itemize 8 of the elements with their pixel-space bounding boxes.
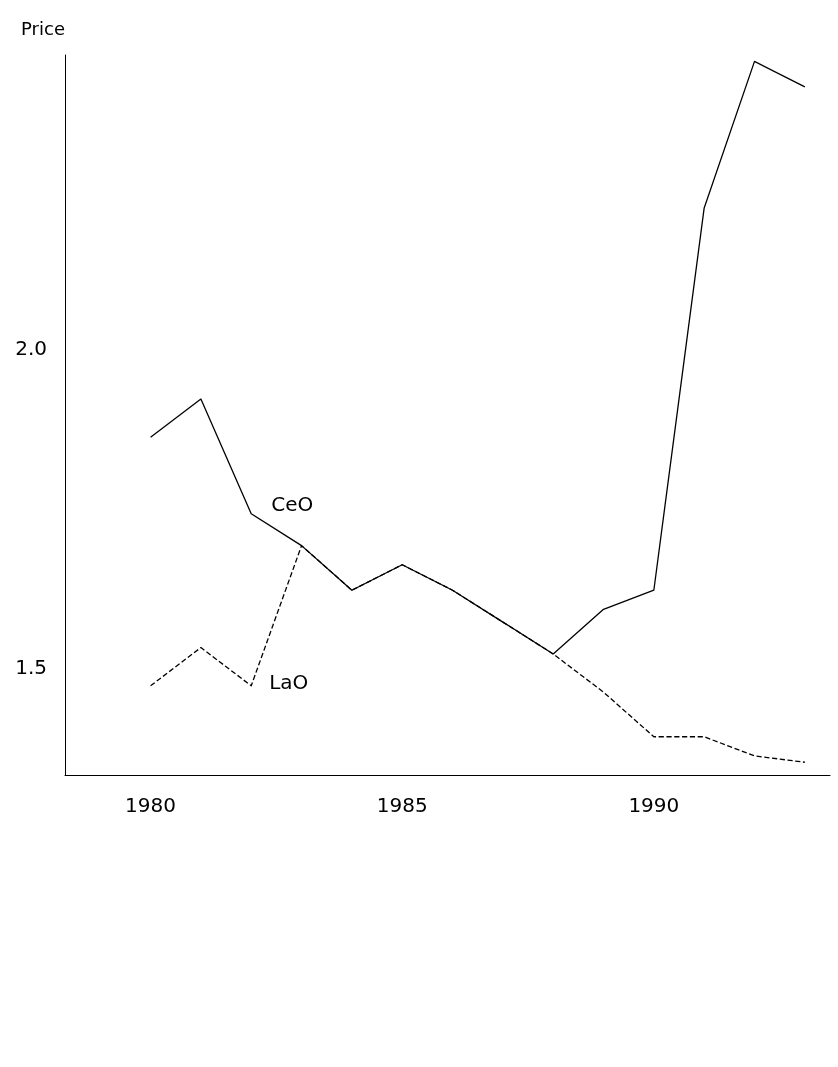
series-label: CeO: [271, 491, 314, 516]
series-label: LaO: [269, 669, 309, 694]
x-tick-label: 1985: [376, 793, 428, 817]
y-axis-title: Price: [21, 17, 65, 39]
x-tick-label: 1980: [125, 793, 177, 817]
y-tick-label: 1.5: [15, 654, 47, 679]
x-tick-label: 1990: [628, 793, 680, 817]
y-tick-label: 2.0: [15, 336, 47, 361]
